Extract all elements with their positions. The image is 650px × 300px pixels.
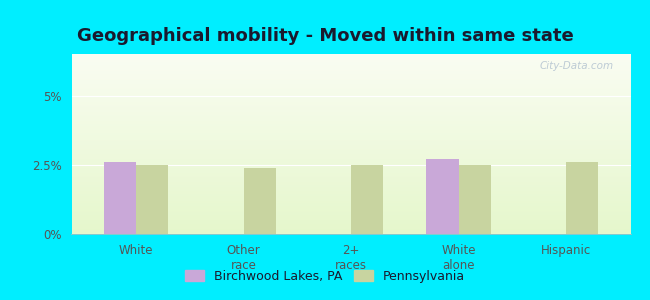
Bar xyxy=(351,165,383,234)
Bar xyxy=(136,165,168,234)
Text: Geographical mobility - Moved within same state: Geographical mobility - Moved within sam… xyxy=(77,27,573,45)
Bar xyxy=(104,162,136,234)
Bar xyxy=(426,159,458,234)
Bar xyxy=(458,165,491,234)
Bar xyxy=(244,167,276,234)
Text: City-Data.com: City-Data.com xyxy=(540,61,614,71)
Legend: Birchwood Lakes, PA, Pennsylvania: Birchwood Lakes, PA, Pennsylvania xyxy=(180,265,470,288)
Bar xyxy=(566,162,598,234)
